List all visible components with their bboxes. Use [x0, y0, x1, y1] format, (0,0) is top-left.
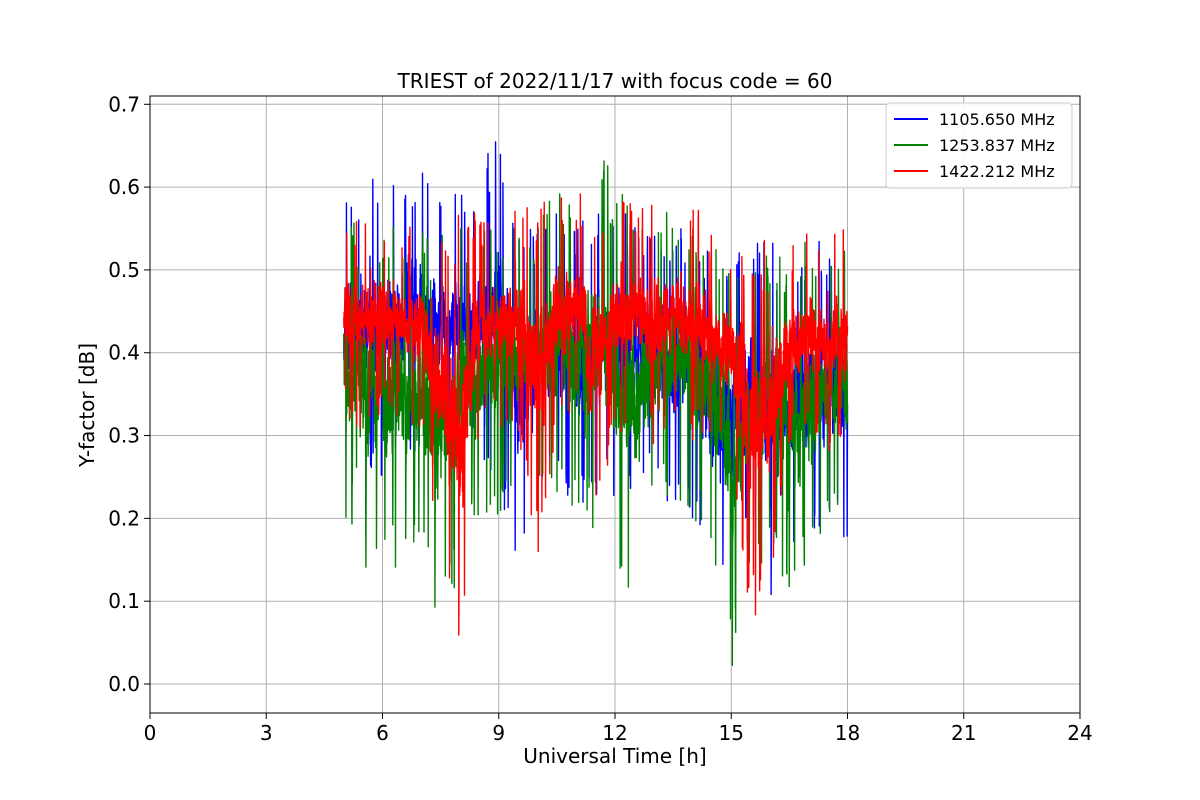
x-tick-label: 21 [951, 721, 976, 745]
chart-title: TRIEST of 2022/11/17 with focus code = 6… [397, 69, 833, 93]
y-tick-label: 0.7 [108, 92, 140, 116]
legend-label: 1253.837 MHz [939, 136, 1055, 155]
x-tick-label: 18 [835, 721, 860, 745]
legend-entries: 1105.650 MHz 1253.837 MHz 1422.212 MHz [894, 110, 1055, 181]
y-tick-label: 0.4 [108, 341, 140, 365]
x-tick-label: 0 [144, 721, 157, 745]
series-line [343, 193, 849, 636]
y-axis-label: Y-factor [dB] [75, 343, 99, 468]
x-tick-label: 15 [719, 721, 744, 745]
x-tick-label: 12 [602, 721, 627, 745]
plot-area: 0 3 6 9 12 15 18 21 24 0.0 0.1 0.2 0.3 0.4 0.5 0.6 0.7 [108, 92, 1093, 745]
legend-box [885, 102, 1073, 189]
y-tick-label: 0.6 [108, 175, 140, 199]
legend-label: 1105.650 MHz [939, 110, 1055, 129]
x-axis-ticks: 0 3 6 9 12 15 18 21 24 [144, 713, 1093, 745]
x-tick-label: 9 [492, 721, 505, 745]
y-tick-label: 0.3 [108, 424, 140, 448]
x-tick-label: 24 [1067, 721, 1092, 745]
x-tick-label: 6 [376, 721, 389, 745]
y-tick-label: 0.2 [108, 506, 140, 530]
series-layer [343, 141, 849, 667]
y-tick-label: 0.5 [108, 258, 140, 282]
y-tick-label: 0.1 [108, 589, 140, 613]
legend-label: 1422.212 MHz [939, 162, 1055, 181]
x-tick-label: 3 [260, 721, 273, 745]
legend: 1105.650 MHz 1253.837 MHz 1422.212 MHz [885, 102, 1073, 189]
y-axis-ticks: 0.0 0.1 0.2 0.3 0.4 0.5 0.6 0.7 [108, 92, 150, 696]
y-tick-label: 0.0 [108, 672, 140, 696]
x-axis-label: Universal Time [h] [523, 744, 706, 768]
